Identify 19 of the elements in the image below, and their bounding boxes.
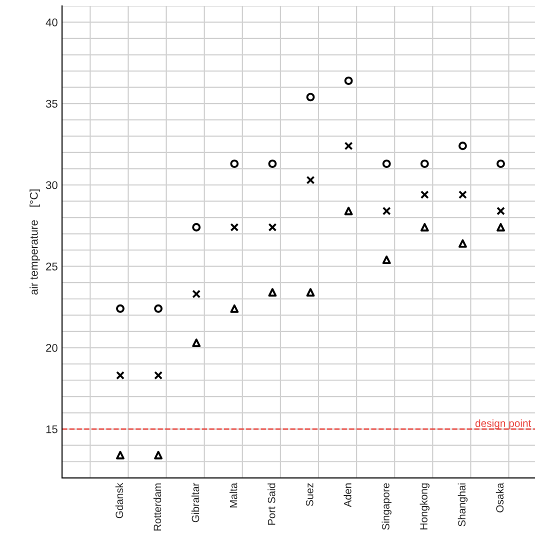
x-tick-label: Singapore: [382, 483, 392, 530]
y-tick-label: 15: [46, 425, 58, 434]
y-axis-title: air temperature [°C]: [30, 190, 40, 295]
y-tick-label: 30: [46, 181, 58, 190]
x-tick-label: Port Said: [268, 483, 276, 525]
x-tick-label: Gdansk: [115, 482, 124, 518]
x-tick-label: Gibraltar: [192, 482, 200, 522]
y-tick-label: 40: [46, 18, 58, 26]
x-tick-label: Hongkong: [420, 483, 430, 530]
x-tick-label: Suez: [306, 483, 314, 506]
y-tick-label: 25: [46, 262, 58, 270]
y-tick-label: 35: [46, 100, 58, 108]
x-tick-label: Osaka: [496, 482, 504, 512]
x-tick-label: Aden: [344, 483, 352, 508]
x-tick-label: Rotterdam: [153, 483, 162, 531]
ref-line-label: design point: [475, 419, 532, 430]
y-tick-label: 20: [46, 344, 58, 352]
x-tick-label: Malta: [230, 482, 238, 508]
x-tick-label: Shanghai: [458, 483, 468, 526]
